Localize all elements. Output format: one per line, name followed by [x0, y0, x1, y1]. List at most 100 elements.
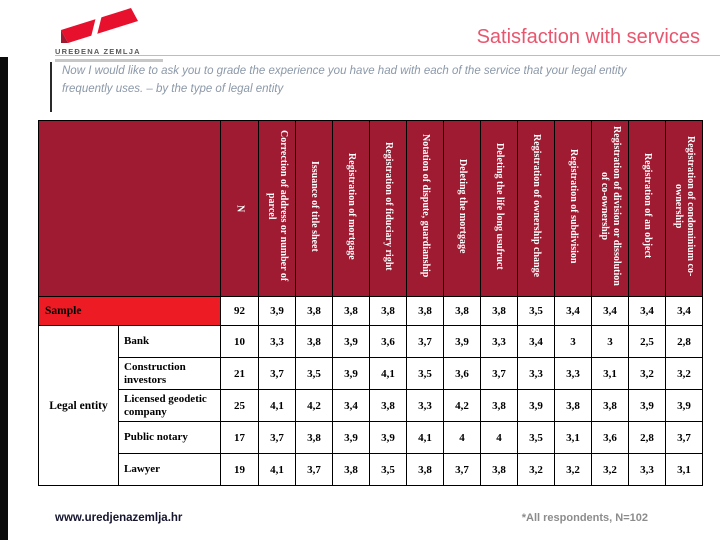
value-cell: 3,1 [591, 357, 629, 390]
column-header-10: Registration of division or dissolution … [591, 120, 629, 297]
sample-value-cell: 3,8 [332, 296, 370, 326]
column-header-label: Registration of subdivision [568, 148, 579, 264]
column-header-7: Deleting the life long usufruct [480, 120, 518, 297]
sample-value-cell: 3,9 [258, 296, 296, 326]
table-row: Construction investors 21 3,7 3,5 3,9 4,1 3,5 3… [39, 357, 703, 390]
footer-website: www.uredjenazemlja.hr [55, 512, 183, 524]
column-header-label: Issuance of title sheet [309, 160, 320, 252]
column-header-label: Registration of fiduciary right [383, 141, 394, 271]
sample-value-cell: 92 [220, 296, 259, 326]
column-header-11: Registration of an object [628, 120, 666, 297]
sample-row: Sample 92 3,9 3,8 3,8 3,8 3,8 3,8 3,8 3,5 3,4 3,4 3,… [38, 296, 703, 326]
logo-tagline-bar [55, 59, 163, 62]
sample-value-cell: 3,4 [554, 296, 592, 326]
column-header-label: Registration of an object [642, 153, 653, 259]
value-cell: 3,8 [591, 389, 629, 422]
value-cell: 3,8 [369, 389, 407, 422]
row-label: Bank [118, 325, 221, 358]
table-header-row: N Correction of address or number of parc… [38, 120, 703, 297]
sample-value-cell: 3,4 [665, 296, 703, 326]
value-cell: 3,9 [369, 421, 407, 454]
value-cell: 3,2 [554, 453, 592, 486]
column-header-9: Registration of subdivision [554, 120, 592, 297]
value-cell: 4,2 [443, 389, 481, 422]
value-cell: 3,6 [591, 421, 629, 454]
value-cell: 3,7 [406, 325, 444, 358]
column-header-label: Registration of mortgage [346, 152, 357, 260]
value-cell: 3,8 [295, 325, 333, 358]
value-cell: 3,5 [406, 357, 444, 390]
value-cell: 3,5 [295, 357, 333, 390]
value-cell: 4,1 [369, 357, 407, 390]
value-cell: 25 [220, 389, 259, 422]
value-cell: 3,2 [665, 357, 703, 390]
value-cell: 3,9 [332, 325, 370, 358]
column-header-label: Notation of dispute, guardianship [420, 134, 431, 278]
table-corner-cell [38, 120, 221, 297]
subtitle: Now I would like to ask you to grade the… [62, 65, 627, 95]
logo-brand-text: UREĐENA ZEMLJA [55, 47, 141, 56]
table-row: Lawyer 19 4,1 3,7 3,8 3,5 3,8 3,7 3,8 3,2 3,2 3,2 3,… [39, 453, 703, 486]
row-label: Public notary [118, 421, 221, 454]
value-cell: 3,6 [443, 357, 481, 390]
value-cell: 2,8 [665, 325, 703, 358]
column-header-0: N [220, 120, 259, 297]
row-label: Lawyer [118, 453, 221, 486]
value-cell: 3,9 [332, 357, 370, 390]
value-cell: 3,2 [591, 453, 629, 486]
value-cell: 3,8 [480, 389, 518, 422]
column-header-12: Registration of condominium co-ownership [665, 120, 703, 297]
left-accent-bar [0, 57, 8, 540]
value-cell: 3,4 [517, 325, 555, 358]
value-cell: 3,8 [332, 453, 370, 486]
column-header-label: Deleting the mortgage [457, 158, 468, 254]
value-cell: 3,9 [443, 325, 481, 358]
value-cell: 3,3 [258, 325, 296, 358]
value-cell: 4,2 [295, 389, 333, 422]
column-header-label: Registration of division or dissolution … [599, 126, 622, 286]
value-cell: 3,7 [258, 357, 296, 390]
row-group-label: Legal entity [38, 325, 119, 486]
column-header-8: Registration of ownership change [517, 120, 555, 297]
header-divider [55, 55, 720, 56]
value-cell: 3,5 [517, 421, 555, 454]
value-cell: 3,2 [517, 453, 555, 486]
column-header-5: Notation of dispute, guardianship [406, 120, 444, 297]
column-header-6: Deleting the mortgage [443, 120, 481, 297]
value-cell: 4 [480, 421, 518, 454]
sample-value-cell: 3,8 [295, 296, 333, 326]
value-cell: 2,5 [628, 325, 666, 358]
value-cell: 3 [554, 325, 592, 358]
value-cell: 3,8 [554, 389, 592, 422]
sample-value-cell: 3,8 [443, 296, 481, 326]
sample-row-label: Sample [38, 296, 221, 326]
sample-value-cell: 3,4 [628, 296, 666, 326]
column-header-4: Registration of fiduciary right [369, 120, 407, 297]
sample-value-cell: 3,8 [480, 296, 518, 326]
value-cell: 3,8 [295, 421, 333, 454]
sample-value-cell: 3,8 [369, 296, 407, 326]
column-header-label: Correction of address or number of parce… [266, 130, 289, 282]
value-cell: 3,3 [554, 357, 592, 390]
value-cell: 3,9 [332, 421, 370, 454]
logo: UREĐENA ZEMLJA [55, 6, 175, 62]
value-cell: 3,8 [480, 453, 518, 486]
column-header-1: Correction of address or number of parce… [258, 120, 296, 297]
sample-value-cell: 3,8 [406, 296, 444, 326]
value-cell: 4 [443, 421, 481, 454]
table-row: Licensed geodetic company 25 4,1 4,2 3,4 3,8 3… [39, 389, 703, 422]
flag-icon [61, 8, 138, 43]
value-cell: 10 [220, 325, 259, 358]
row-label: Construction investors [118, 357, 221, 390]
value-cell: 4,1 [258, 389, 296, 422]
column-header-label: Registration of condominium co-ownership [673, 135, 696, 277]
column-header-label: Registration of ownership change [531, 134, 542, 278]
column-header-label: N [234, 205, 246, 213]
row-label: Licensed geodetic company [118, 389, 221, 422]
value-cell: 3,3 [406, 389, 444, 422]
results-table: N Correction of address or number of parc… [38, 120, 703, 486]
table-row: Public notary 17 3,7 3,8 3,9 3,9 4,1 4 4 3,5 3,1 3,… [39, 421, 703, 454]
value-cell: 2,8 [628, 421, 666, 454]
footer-note: *All respondents, N=102 [521, 512, 648, 524]
